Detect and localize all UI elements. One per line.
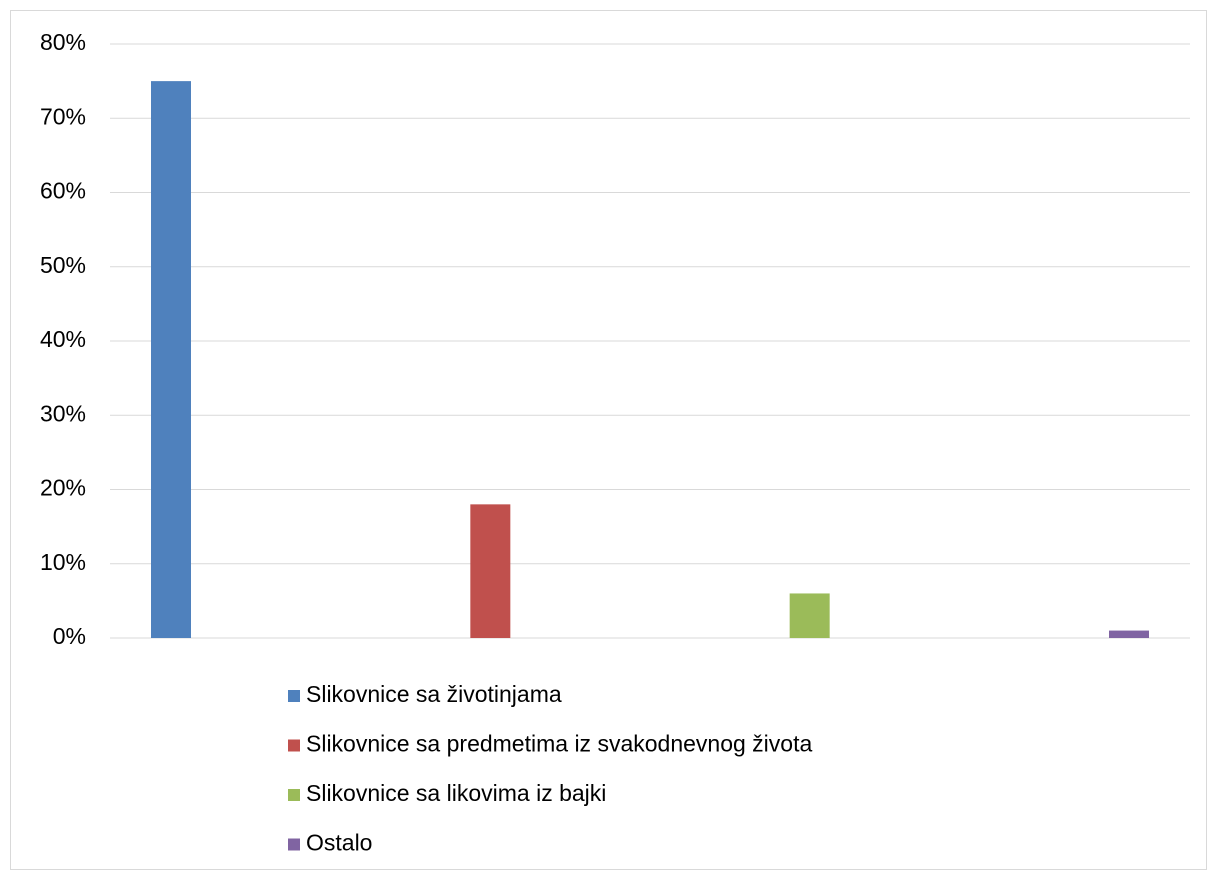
legend-label: Ostalo [306,830,372,856]
y-tick-label: 20% [40,475,86,501]
legend-swatch [288,789,300,801]
legend-label: Slikovnice sa likovima iz bajki [306,780,606,806]
legend-label: Slikovnice sa predmetima iz svakodnevnog… [306,731,812,757]
legend-swatch [288,739,300,752]
y-tick-label: 50% [40,252,86,278]
y-tick-label: 40% [40,326,86,352]
y-tick-label: 30% [40,400,86,426]
y-tick-label: 80% [40,29,86,55]
bar [151,81,191,638]
legend-label: Slikovnice sa životinjama [306,681,562,707]
bar [789,593,830,638]
bar [470,504,511,638]
y-tick-label: 10% [40,549,86,575]
y-tick-label: 0% [53,623,86,649]
legend-swatch [288,690,300,702]
y-tick-label: 70% [40,103,86,129]
legend-swatch [288,838,300,851]
chart-border [10,10,1207,870]
bar [1109,630,1149,638]
y-tick-label: 60% [40,178,86,204]
